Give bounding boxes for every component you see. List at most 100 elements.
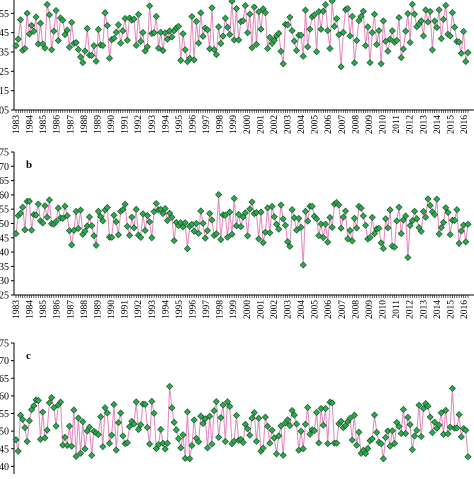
- data-point: [366, 233, 374, 242]
- data-point: [32, 211, 40, 219]
- data-point: [161, 445, 169, 453]
- data-point: [99, 217, 107, 225]
- data-point: [68, 18, 76, 26]
- data-point: [114, 231, 122, 239]
- data-point: [123, 36, 131, 44]
- data-point: [146, 440, 154, 448]
- data-point: [224, 398, 232, 406]
- panel-2: 0.25 0.30 0.35 0.40 0.45 0.50 0.55 0.60 0.65 0.70…: [0, 148, 474, 319]
- data-point: [266, 439, 274, 447]
- data-point: [390, 243, 399, 251]
- x-tick-label: 1983: [12, 300, 22, 319]
- x-tick-label: 2003: [284, 300, 294, 319]
- y-tick-label: 0.50: [0, 427, 9, 438]
- x-tick-label: 2006: [324, 300, 334, 319]
- y-tick-label: 0.65: [0, 374, 9, 385]
- data-point: [88, 451, 96, 459]
- data-point: [386, 442, 394, 450]
- x-tick-label: 1997: [202, 115, 212, 134]
- data-point: [190, 227, 198, 235]
- data-point: [101, 9, 109, 17]
- data-point: [431, 418, 439, 426]
- data-point: [219, 401, 227, 409]
- x-tick-label: 1985: [39, 115, 49, 134]
- data-point: [424, 195, 432, 203]
- data-point: [397, 230, 405, 238]
- data-point: [63, 212, 71, 220]
- data-point: [442, 406, 450, 414]
- data-point: [72, 452, 80, 460]
- data-point: [212, 230, 220, 238]
- y-tick-label: 0.75: [0, 339, 9, 350]
- data-point: [313, 48, 321, 56]
- data-point: [52, 218, 60, 226]
- data-point: [364, 444, 372, 453]
- data-point: [81, 227, 89, 235]
- data-point: [226, 402, 234, 411]
- data-point: [257, 208, 265, 216]
- data-point: [74, 225, 82, 233]
- x-tick-label: 2011: [392, 300, 402, 319]
- data-point: [126, 231, 134, 239]
- data-point: [301, 6, 309, 14]
- y-tick-label: 0.45: [0, 233, 9, 244]
- data-point: [241, 2, 249, 10]
- x-tick-label: 1987: [66, 115, 76, 134]
- data-point: [143, 43, 151, 51]
- data-point: [264, 44, 272, 52]
- data-point: [462, 57, 470, 65]
- data-point: [293, 226, 301, 234]
- data-point: [137, 37, 145, 45]
- data-point: [177, 444, 185, 452]
- data-point: [286, 242, 294, 250]
- y-tick-label: 0.55: [0, 409, 9, 420]
- data-point: [92, 241, 100, 249]
- data-point: [163, 35, 171, 43]
- data-point: [350, 59, 358, 67]
- data-point: [422, 6, 430, 14]
- data-point: [404, 253, 412, 262]
- x-tick-label: 1989: [93, 300, 103, 319]
- data-point: [59, 16, 67, 24]
- data-point: [339, 28, 347, 36]
- data-point: [321, 1, 330, 9]
- data-point: [123, 439, 131, 447]
- panel-1: 0.050.150.250.350.450.550.65Mean TCI1983…: [0, 0, 474, 134]
- data-point: [257, 25, 265, 33]
- data-point: [270, 36, 278, 44]
- data-point: [255, 8, 263, 16]
- data-point: [119, 27, 127, 35]
- data-point: [348, 436, 356, 444]
- data-point: [183, 408, 191, 416]
- data-point: [244, 425, 252, 433]
- data-point: [77, 449, 85, 457]
- x-tick-label: 2010: [379, 300, 389, 319]
- data-point: [437, 224, 445, 232]
- data-point: [304, 217, 312, 225]
- data-point: [377, 440, 385, 448]
- data-point: [90, 42, 98, 50]
- y-tick-label: 0.70: [0, 356, 9, 367]
- data-point: [217, 414, 225, 422]
- data-point: [212, 398, 220, 406]
- data-point: [150, 409, 158, 417]
- data-point: [448, 384, 456, 392]
- data-point: [92, 57, 100, 65]
- data-point: [448, 9, 456, 17]
- data-point: [210, 407, 218, 415]
- data-point: [210, 46, 218, 54]
- data-point: [433, 23, 441, 32]
- data-point: [239, 17, 247, 25]
- data-point: [123, 222, 131, 230]
- data-point: [335, 201, 343, 209]
- x-tick-label: 2013: [419, 115, 429, 134]
- data-point: [203, 444, 212, 452]
- data-point: [290, 214, 298, 222]
- data-point: [163, 216, 171, 225]
- x-tick-label: 1999: [229, 115, 239, 134]
- data-point: [261, 228, 269, 236]
- data-point: [103, 22, 111, 30]
- data-point: [246, 205, 254, 213]
- data-point: [197, 207, 205, 215]
- data-point: [275, 432, 283, 440]
